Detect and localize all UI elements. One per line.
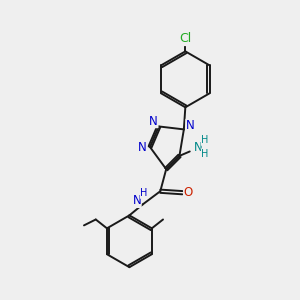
Text: N: N <box>132 194 141 207</box>
Text: O: O <box>184 186 193 199</box>
Text: H: H <box>201 149 209 159</box>
Text: N: N <box>186 119 195 132</box>
Text: Cl: Cl <box>179 32 191 46</box>
Text: N: N <box>194 141 202 154</box>
Text: N: N <box>138 141 147 154</box>
Text: H: H <box>140 188 148 198</box>
Text: N: N <box>149 115 158 128</box>
Text: H: H <box>201 135 209 145</box>
